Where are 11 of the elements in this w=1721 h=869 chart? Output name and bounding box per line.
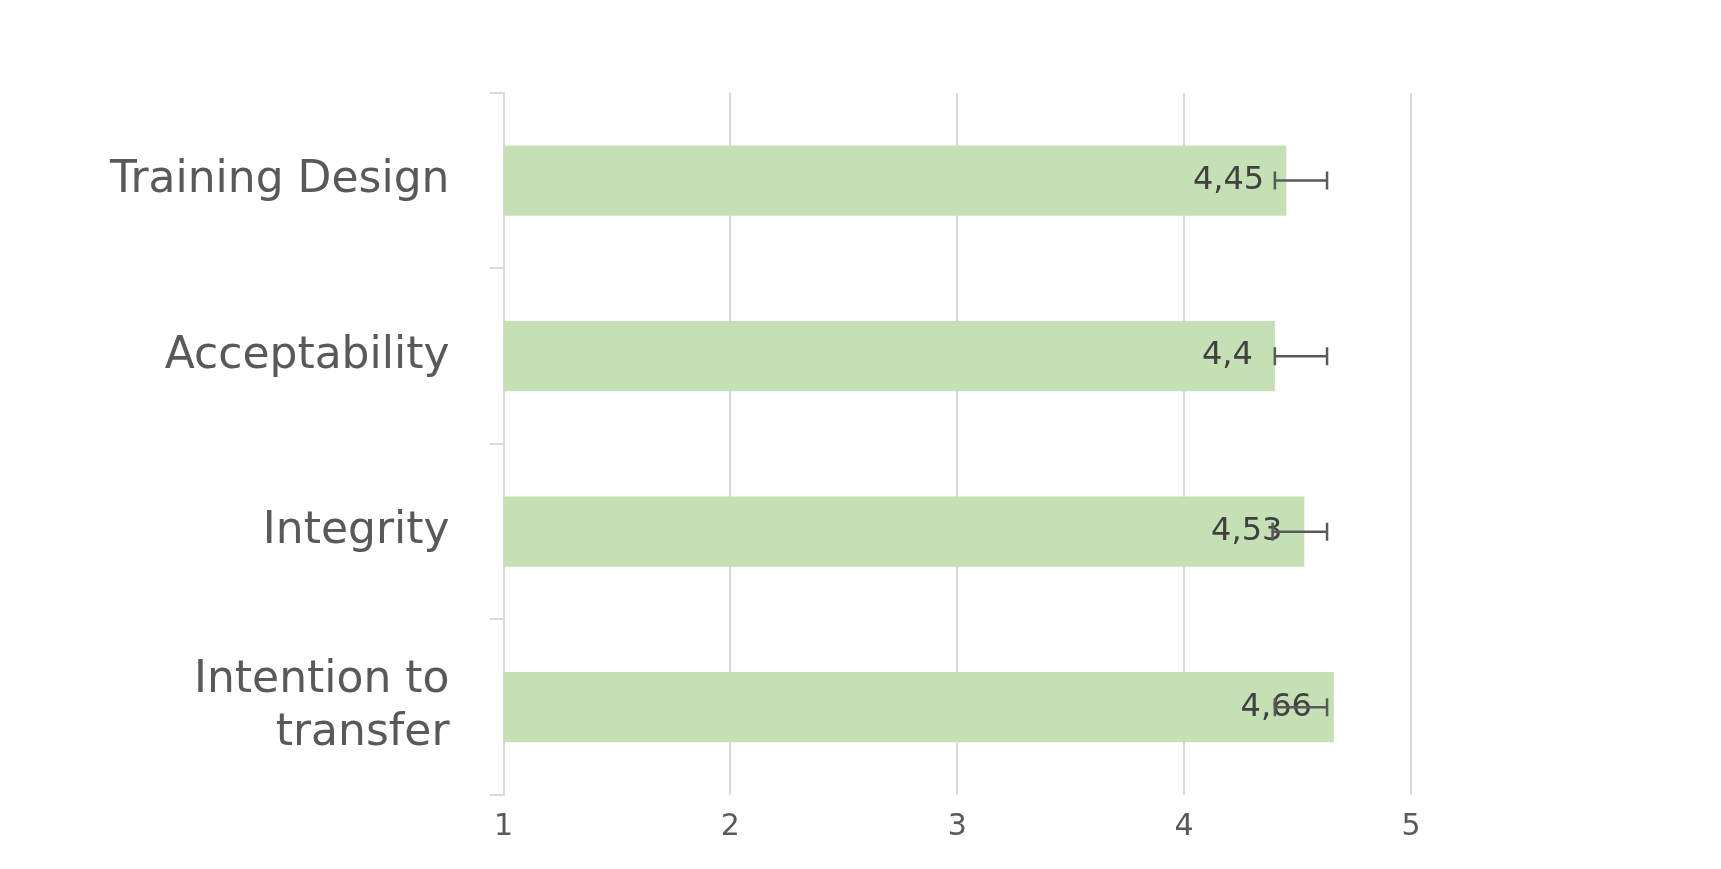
x-tick-label: 5	[1401, 806, 1421, 842]
x-tick-label: 3	[947, 806, 967, 842]
y-tick-label: Acceptability	[164, 326, 450, 378]
data-label: 4,45	[1192, 158, 1265, 197]
data-label: 4,4	[1201, 334, 1253, 373]
x-tick-label: 4	[1174, 806, 1194, 842]
x-tick-label: 2	[720, 806, 740, 842]
x-tick-label: 1	[493, 806, 514, 842]
y-tick-label: Integrity	[262, 502, 450, 554]
y-tick-label: Training Design	[108, 151, 450, 203]
y-tick-label: Intention to transfer	[194, 651, 451, 756]
